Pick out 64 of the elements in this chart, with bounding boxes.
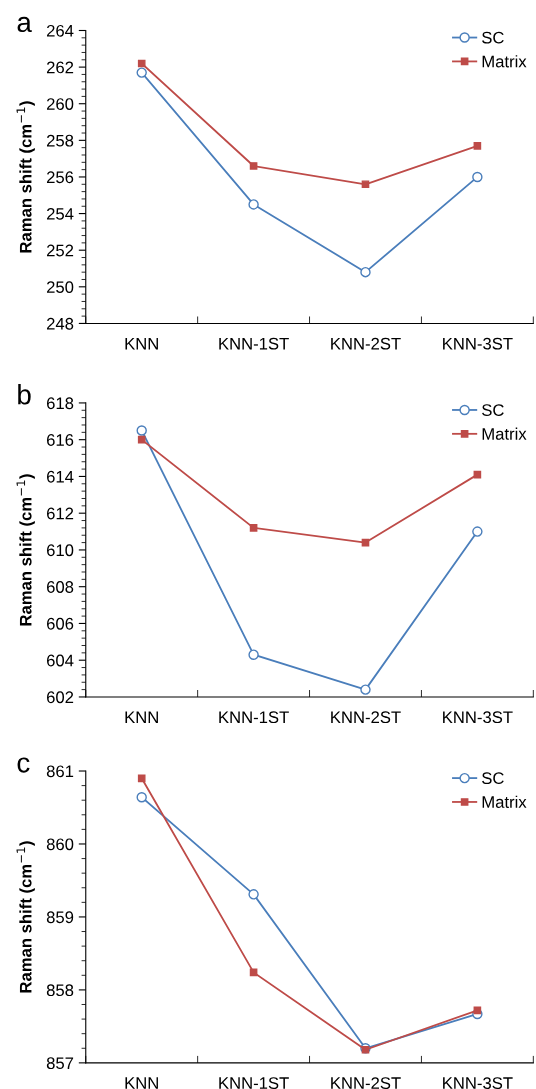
y-axis-title: Raman shift (cm$^{−1}$) [16, 101, 35, 253]
point [360, 684, 371, 695]
point [137, 59, 146, 68]
x-tick-label: KNN [125, 1077, 158, 1089]
x-tick-label: KNN [125, 711, 158, 723]
point [472, 526, 483, 537]
y-tick-label: 254 [46, 207, 74, 220]
point [136, 425, 147, 436]
point [473, 142, 482, 150]
x-tick-label: KNN [125, 337, 158, 350]
y-tick-label: 250 [46, 281, 74, 294]
y-tick-label: 256 [46, 171, 74, 184]
x-tick-label: KNN-2ST [331, 711, 401, 724]
y-tick-label: 604 [47, 654, 74, 667]
chart-title: b [18, 384, 31, 405]
point [249, 162, 258, 170]
y-tick-label: 264 [46, 24, 74, 37]
chart-title: a [17, 16, 32, 33]
y-tick-label: 602 [47, 691, 74, 704]
x-tick-label: KNN-2ST [331, 1077, 401, 1089]
x-tick-label: KNN-3ST [443, 1077, 513, 1089]
x-tick-label: KNN-1ST [219, 711, 289, 724]
point [136, 792, 147, 803]
y-tick-label: 616 [47, 434, 74, 446]
y-tick-label: 858 [46, 984, 74, 997]
y-axis-title: Raman shift (cm$^{−1}$) [16, 841, 35, 993]
point [248, 649, 259, 660]
legend-label: Matrix [482, 795, 527, 808]
point [249, 524, 258, 532]
y-tick-label: 860 [46, 838, 74, 851]
point [137, 774, 146, 783]
legend-label: Matrix [482, 55, 527, 68]
x-tick-label: KNN-2ST [331, 337, 401, 350]
y-tick-label: 610 [47, 544, 74, 557]
y-tick-label: 606 [47, 617, 74, 630]
legend-label: Matrix [482, 427, 527, 440]
y-tick-label: 614 [47, 470, 74, 483]
y-tick-label: 248 [46, 317, 74, 330]
point [472, 171, 483, 183]
y-tick-label: 612 [47, 507, 74, 520]
point [361, 180, 370, 189]
x-tick-label: KNN-3ST [443, 711, 513, 724]
legend-label: SC [482, 404, 504, 416]
y-tick-label: 608 [47, 581, 74, 593]
y-tick-label: 618 [47, 397, 74, 410]
point [248, 199, 259, 210]
y-tick-label: 262 [46, 61, 74, 74]
y-axis-title: Raman shift (cm$^{−1}$) [16, 474, 35, 626]
point [136, 67, 147, 78]
legend-label: SC [482, 31, 504, 44]
y-tick-label: 260 [46, 98, 74, 110]
x-tick-label: KNN-1ST [219, 337, 289, 350]
point [360, 266, 371, 278]
x-tick-label: KNN-3ST [443, 337, 513, 350]
y-tick-label: 857 [46, 1057, 74, 1070]
y-tick-label: 859 [46, 911, 74, 924]
x-tick-label: KNN-1ST [219, 1077, 289, 1089]
point [248, 889, 259, 900]
point [137, 435, 146, 444]
y-tick-label: 258 [46, 134, 74, 147]
legend-label: SC [482, 772, 504, 785]
y-tick-label: 861 [46, 765, 74, 778]
y-tick-label: 252 [46, 244, 74, 257]
chart-title: c [17, 757, 30, 773]
